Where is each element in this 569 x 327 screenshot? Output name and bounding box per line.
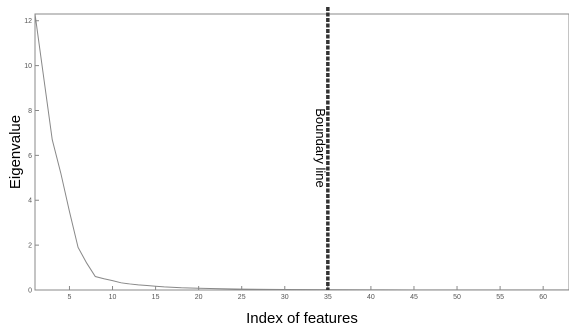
x-axis-title: Index of features [246, 310, 358, 327]
x-tick-label: 25 [238, 294, 246, 301]
x-tick-label: 40 [367, 294, 375, 301]
boundary-line-label: Boundary line [313, 108, 328, 188]
x-tick-label: 60 [539, 294, 547, 301]
plot-area [35, 14, 569, 290]
y-tick-label: 10 [24, 63, 32, 70]
x-tick-label: 20 [195, 294, 203, 301]
x-tick-label: 55 [496, 294, 504, 301]
y-tick-label: 6 [28, 153, 32, 160]
x-tick-label: 50 [453, 294, 461, 301]
y-tick-label: 8 [28, 108, 32, 115]
x-tick-label: 10 [109, 294, 117, 301]
y-axis-title: Eigenvalue [7, 115, 24, 189]
x-tick-label: 35 [324, 294, 332, 301]
x-tick-label: 45 [410, 294, 418, 301]
y-tick-label: 2 [28, 243, 32, 250]
y-tick-label: 4 [28, 198, 32, 205]
y-tick-label: 0 [28, 288, 32, 295]
x-tick-label: 30 [281, 294, 289, 301]
x-tick-label: 5 [67, 294, 71, 301]
x-tick-label: 15 [152, 294, 160, 301]
y-tick-label: 12 [24, 18, 32, 25]
